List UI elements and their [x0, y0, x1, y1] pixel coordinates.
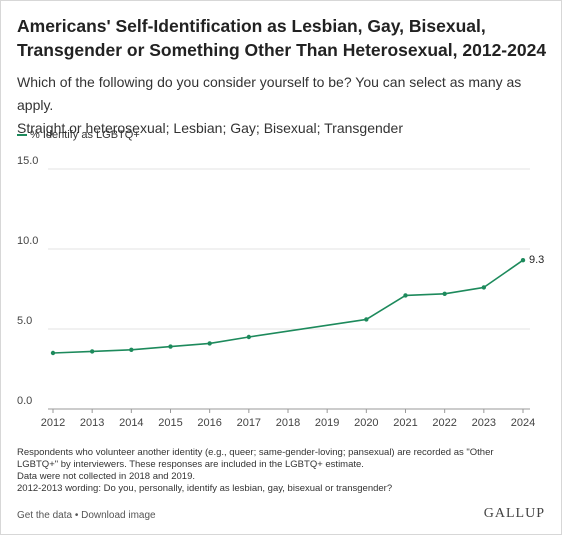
series-line — [52, 259, 524, 354]
y-tick-label: 5.0 — [17, 315, 32, 327]
footer-links: Get the data • Download image — [17, 510, 156, 521]
data-point — [481, 285, 487, 290]
series-lgbtq — [50, 258, 526, 356]
x-tick-label: 2013 — [80, 417, 104, 429]
legend-label: % Identify as LGBTQ+ — [30, 129, 140, 141]
note-line: LGBTQ+" by interviewers. These responses… — [17, 459, 364, 470]
data-point — [207, 341, 212, 346]
data-point — [50, 350, 56, 356]
x-tick-label: 2024 — [511, 417, 535, 429]
x-tick-label: 2017 — [237, 417, 261, 429]
data-point — [246, 334, 252, 340]
data-point — [520, 258, 526, 263]
legend: % Identify as LGBTQ+ — [17, 129, 140, 141]
y-axis-tick-labels: 0.0 5.0 10.0 15.0 — [17, 155, 38, 407]
x-tick-label: 2023 — [472, 417, 496, 429]
data-label: 9.3 — [529, 254, 544, 266]
chart-title: Americans' Self-Identification as Lesbia… — [17, 16, 547, 60]
gallup-logo: GALLUP — [483, 506, 545, 521]
x-tick-label: 2016 — [197, 417, 221, 429]
gridlines — [48, 168, 530, 413]
data-point — [129, 347, 134, 352]
survey-question: Which of the following do you consider y… — [17, 74, 522, 113]
data-point — [403, 293, 408, 298]
data-point — [168, 344, 173, 349]
get-data-link[interactable]: Get the data — [17, 510, 73, 521]
footer-separator: • — [72, 510, 82, 521]
x-tick-label: 2018 — [276, 417, 300, 429]
chart-notes: Respondents who volunteer another identi… — [17, 447, 552, 495]
legend-swatch — [17, 134, 27, 136]
y-tick-label: 15.0 — [17, 155, 38, 167]
download-image-link[interactable]: Download image — [81, 510, 156, 521]
note-line: Data were not collected in 2018 and 2019… — [17, 471, 195, 482]
x-tick-label: 2014 — [119, 417, 143, 429]
survey-options: Straight or heterosexual; Lesbian; Gay; … — [17, 120, 403, 136]
note-line: 2012-2013 wording: Do you, personally, i… — [17, 483, 393, 494]
chart-subtitle: Which of the following do you consider y… — [17, 71, 547, 140]
x-tick-label: 2012 — [41, 417, 65, 429]
data-point — [442, 291, 447, 296]
y-tick-label: 10.0 — [17, 235, 38, 247]
y-tick-label: 0.0 — [17, 395, 32, 407]
note-line: Respondents who volunteer another identi… — [17, 447, 494, 458]
data-point — [89, 349, 95, 354]
x-tick-label: 2015 — [158, 417, 182, 429]
x-tick-label: 2021 — [393, 417, 417, 429]
data-labels: 9.3 — [529, 254, 544, 266]
data-point — [364, 317, 369, 322]
x-tick-label: 2019 — [315, 417, 339, 429]
x-tick-label: 2022 — [432, 417, 456, 429]
x-axis-tick-labels: 2012 2013 2014 2015 2016 2017 2018 2019 2020 2021… — [41, 417, 535, 429]
x-tick-label: 2020 — [354, 417, 378, 429]
